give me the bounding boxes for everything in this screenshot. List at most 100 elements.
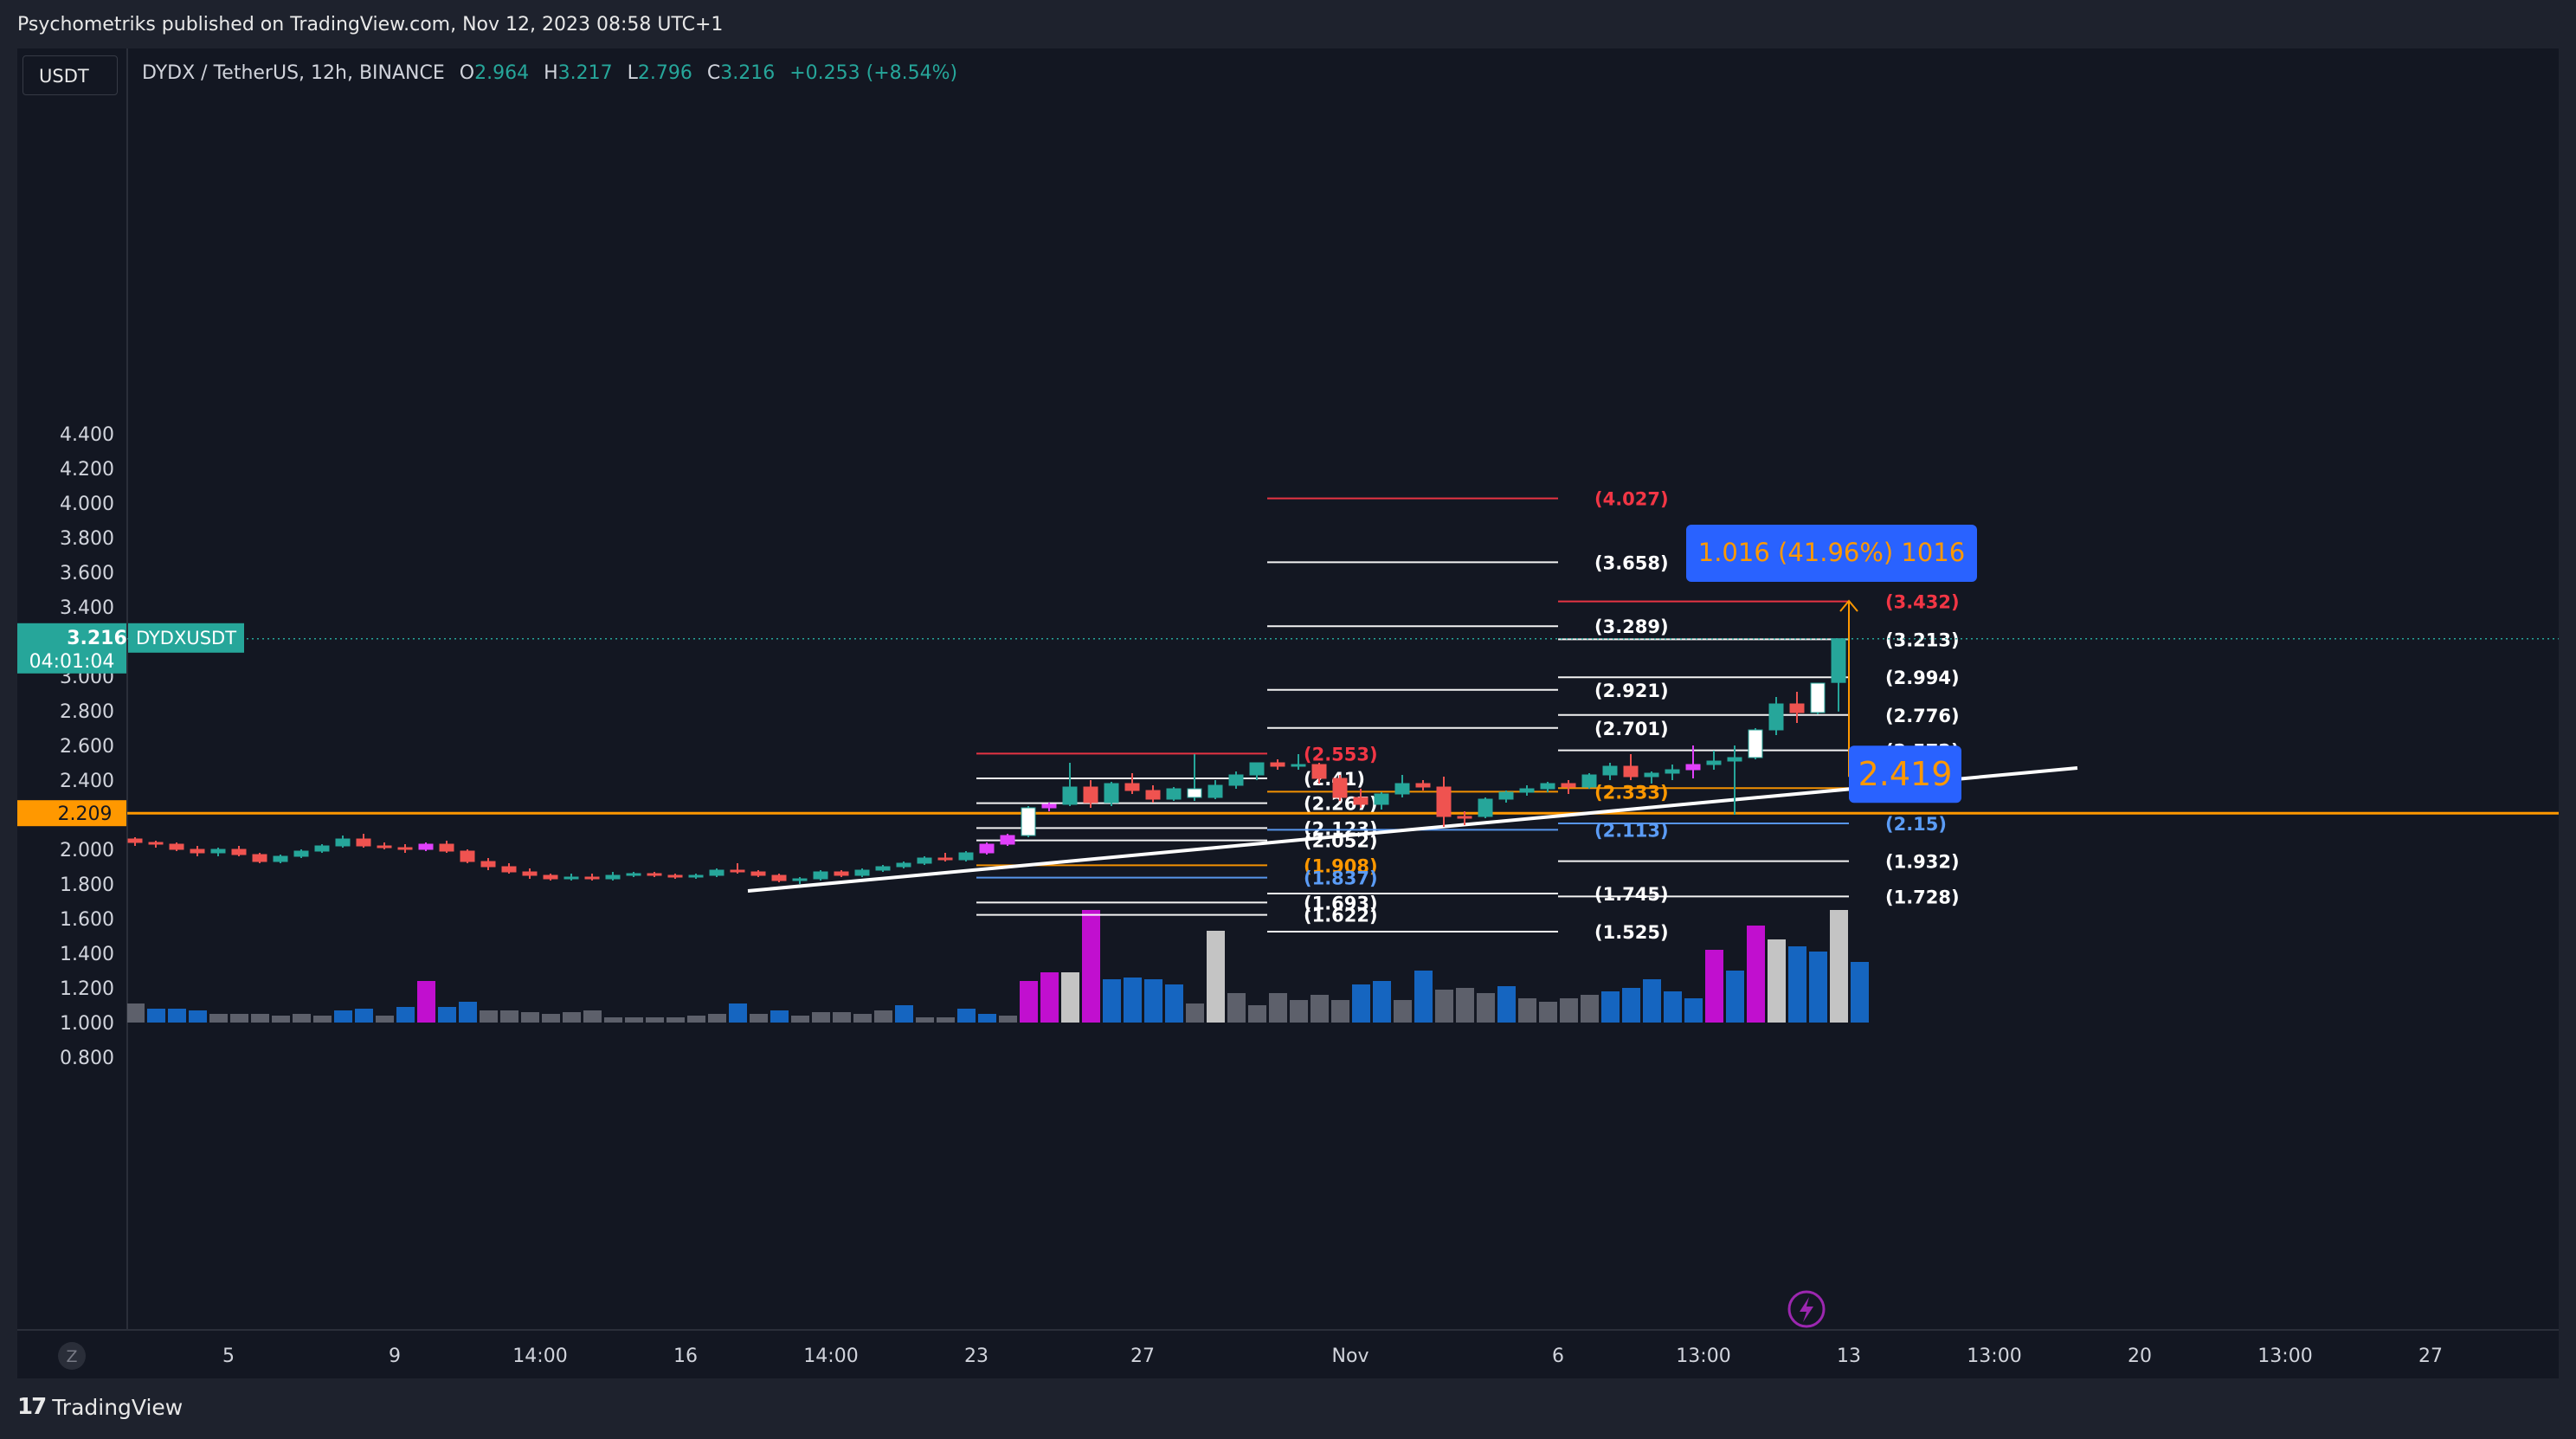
tradingview-brand[interactable]: 17 TradingView [17, 1394, 183, 1420]
candle-body [1249, 762, 1265, 776]
measure-start-label: 2.419 [1858, 755, 1953, 793]
volume-bar [1726, 971, 1744, 1023]
candle-body [979, 843, 995, 854]
volume-bar [230, 1014, 248, 1023]
plot-area: (2.553)(2.41)(2.267)(2.123)(2.052)(1.908… [127, 489, 2559, 1023]
volume-bar [1248, 1005, 1266, 1023]
lightning-icon[interactable] [1787, 1290, 1826, 1328]
volume-bar [396, 1007, 415, 1023]
x-tick-label: 27 [1130, 1345, 1155, 1367]
currency-selector[interactable]: USDT [23, 55, 118, 95]
candle-body [709, 869, 724, 876]
candle-body [1519, 788, 1535, 793]
candle-body [418, 843, 434, 850]
fib-level-label: (3.658) [1594, 552, 1669, 573]
volume-bar [1020, 981, 1038, 1023]
volume-bar [417, 981, 435, 1023]
volume-bar [272, 1016, 290, 1023]
volume-bar [729, 1003, 747, 1023]
y-tick-label: 2.600 [60, 736, 114, 758]
candle-body [1124, 783, 1140, 791]
x-tick-label: 5 [222, 1345, 235, 1367]
x-tick-label: 16 [673, 1345, 698, 1367]
volume-bar [750, 1014, 768, 1023]
x-tick-label: 13 [1837, 1345, 1861, 1367]
top-bar: Psychometriks published on TradingView.c… [0, 0, 2576, 50]
measure-label-box [1686, 525, 1977, 582]
x-tick-label: 9 [389, 1345, 401, 1367]
candle-body [1623, 765, 1639, 778]
volume-bar [1768, 939, 1786, 1023]
candle-body [148, 842, 164, 845]
legend-low: 2.796 [637, 62, 692, 84]
candle-body [501, 866, 517, 873]
x-tick-label: 13:00 [1676, 1345, 1730, 1367]
fib-level-label: (2.701) [1594, 719, 1669, 739]
volume-bar [1643, 979, 1661, 1023]
fib-level-label: (4.027) [1594, 489, 1669, 510]
volume-bar [853, 1014, 872, 1023]
volume-bar [1851, 962, 1869, 1023]
chart-area[interactable]: 4.4004.2004.0003.8003.6003.4003.2003.000… [17, 48, 2559, 1378]
candle-body [127, 838, 143, 843]
fib-level-label: (2.921) [1594, 681, 1669, 701]
candle-body [543, 874, 558, 880]
volume-bar [1456, 988, 1474, 1023]
volume-bar [127, 1003, 145, 1023]
candle-body [1145, 790, 1161, 800]
time-axis: 5 9 14:00 16 14:00 23 27 Nov 6 13:00 13 13:00 20 13:0… [222, 1345, 2443, 1367]
candle-body [335, 838, 351, 847]
volume-bar [1311, 995, 1329, 1023]
candle-body [273, 855, 288, 862]
volume-bar [209, 1014, 228, 1023]
volume-bar [916, 1017, 934, 1023]
timezone-label: Z [66, 1347, 77, 1366]
volume-bar [1227, 993, 1246, 1023]
volume-bar [1414, 971, 1433, 1023]
volume-bar [1061, 972, 1079, 1023]
candle-body [397, 847, 413, 850]
candle-body [564, 876, 579, 880]
fib-level-label: (3.213) [1885, 629, 1960, 650]
legend-symbol[interactable]: DYDX / TetherUS, 12h, BINANCE [142, 62, 445, 84]
y-tick-label: 1.600 [60, 909, 114, 931]
volume-bar [1788, 946, 1806, 1023]
candle-body [1789, 703, 1805, 713]
candle-body [605, 874, 621, 880]
volume-bar [376, 1016, 394, 1023]
y-tick-label: 1.000 [60, 1013, 114, 1035]
volume-bar [1560, 998, 1578, 1023]
candle-body [1581, 774, 1597, 788]
candle-body [1041, 803, 1057, 809]
candle-body [1706, 760, 1722, 765]
volume-bar [770, 1010, 789, 1023]
candle-body [1540, 783, 1555, 790]
candles [127, 638, 1846, 884]
volume-bar [1124, 978, 1142, 1023]
volume-bar [1207, 931, 1225, 1023]
candle-body [854, 869, 870, 876]
volume-bar [1581, 995, 1599, 1023]
volume-bar [1290, 1000, 1308, 1023]
tradingview-logo-icon: 17 [17, 1394, 47, 1420]
volume-bar [604, 1017, 622, 1023]
fib-level-label: (2.333) [1594, 782, 1669, 803]
volume-bar [957, 1009, 976, 1023]
candle-body [1685, 764, 1701, 771]
x-tick-label: 6 [1552, 1345, 1564, 1367]
candle-body [1457, 816, 1472, 819]
volume-bar [1809, 952, 1827, 1023]
candle-body [688, 874, 704, 878]
symbol-tag [128, 623, 244, 653]
price-chart[interactable]: 4.4004.2004.0003.8003.6003.4003.2003.000… [17, 48, 2559, 1378]
candle-body [190, 849, 205, 854]
x-tick-label: Nov [1332, 1345, 1369, 1367]
symbol-label: DYDXUSDT [136, 628, 236, 649]
candle-body [1644, 772, 1659, 778]
volume-bar [1165, 984, 1183, 1023]
volume-bar [168, 1009, 186, 1023]
timezone-button[interactable] [58, 1342, 86, 1370]
y-tick-label: 1.200 [60, 978, 114, 1000]
candle-body [1415, 783, 1431, 788]
volume-bar [812, 1012, 830, 1023]
